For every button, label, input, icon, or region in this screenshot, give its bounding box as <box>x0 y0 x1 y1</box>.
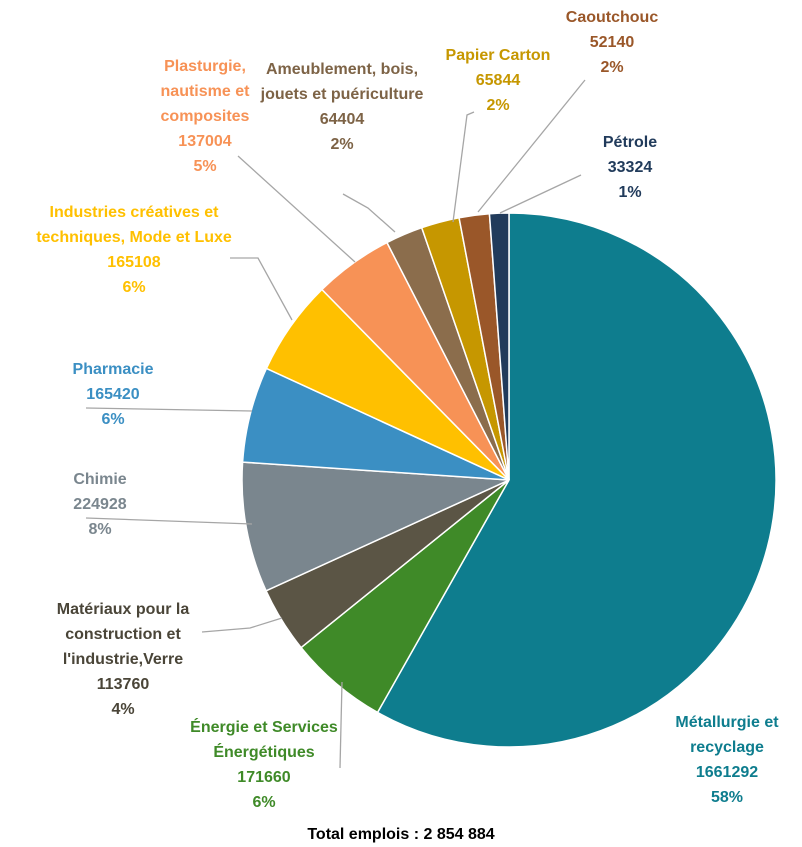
label-value: 165420 <box>86 386 140 403</box>
label-value: 224928 <box>73 496 127 513</box>
label-percent: 2% <box>330 136 354 153</box>
label-name: Métallurgie et recyclage <box>675 714 779 756</box>
label-name: Matériaux pour la construction et l'indu… <box>56 601 190 668</box>
leader-line <box>452 111 475 223</box>
label-value: 64404 <box>319 111 365 128</box>
total-label: Total emplois : 2 854 884 <box>307 826 495 843</box>
label-percent: 8% <box>88 521 112 538</box>
label-name: Papier Carton <box>445 47 551 64</box>
slice-label: Pétrole 33324 1% <box>580 130 680 205</box>
label-value: 137004 <box>178 133 232 150</box>
label-percent: 6% <box>101 411 125 428</box>
label-name: Énergie et Services Énergétiques <box>190 719 338 761</box>
label-value: 171660 <box>237 769 291 786</box>
leader-line <box>85 407 253 412</box>
label-name: Caoutchouc <box>565 9 659 26</box>
label-value: 1661292 <box>695 764 759 781</box>
slice-label: Caoutchouc 52140 2% <box>552 5 672 80</box>
label-name: Pétrole <box>602 134 658 151</box>
leader-line <box>201 617 283 633</box>
slice-label: Chimie 224928 8% <box>40 467 160 542</box>
label-percent: 4% <box>111 701 135 718</box>
label-value: 165108 <box>107 254 161 271</box>
label-percent: 58% <box>710 789 744 806</box>
label-name: Chimie <box>73 471 127 488</box>
leader-line <box>477 79 586 213</box>
label-value: 52140 <box>589 34 635 51</box>
slice-label: Industries créatives et techniques, Mode… <box>9 200 259 300</box>
slice-label: Ameublement, bois, jouets et puéricultur… <box>257 57 427 157</box>
label-name: Ameublement, bois, jouets et puéricultur… <box>260 61 424 103</box>
leader-line <box>499 174 582 214</box>
leader-line <box>230 257 293 321</box>
slice-label: Plasturgie, nautisme et composites 137004… <box>130 54 280 179</box>
slice-label: Métallurgie et recyclage 1661292 58% <box>647 710 802 810</box>
slice-label: Matériaux pour la construction et l'indu… <box>16 597 231 722</box>
pie-slice <box>376 212 777 748</box>
leader-line <box>342 193 396 233</box>
label-value: 65844 <box>475 72 521 89</box>
label-percent: 6% <box>122 279 146 296</box>
label-percent: 5% <box>193 158 217 175</box>
leader-line <box>339 681 343 769</box>
label-name: Pharmacie <box>72 361 154 378</box>
slice-label: Pharmacie 165420 6% <box>53 357 173 432</box>
label-name: Industries créatives et techniques, Mode… <box>36 204 232 246</box>
label-name: Plasturgie, nautisme et composites <box>160 58 250 125</box>
label-value: 33324 <box>607 159 653 176</box>
pie-slice <box>241 461 510 592</box>
slice-label: Énergie et Services Énergétiques 171660 6% <box>164 715 364 815</box>
leader-line <box>85 517 253 525</box>
pie-slice <box>488 212 510 481</box>
label-percent: 2% <box>486 97 510 114</box>
leader-line <box>237 155 356 263</box>
slice-label: Papier Carton 65844 2% <box>423 43 573 118</box>
label-percent: 6% <box>252 794 276 811</box>
label-value: 113760 <box>96 676 150 693</box>
label-percent: 1% <box>618 184 642 201</box>
label-percent: 2% <box>600 59 624 76</box>
